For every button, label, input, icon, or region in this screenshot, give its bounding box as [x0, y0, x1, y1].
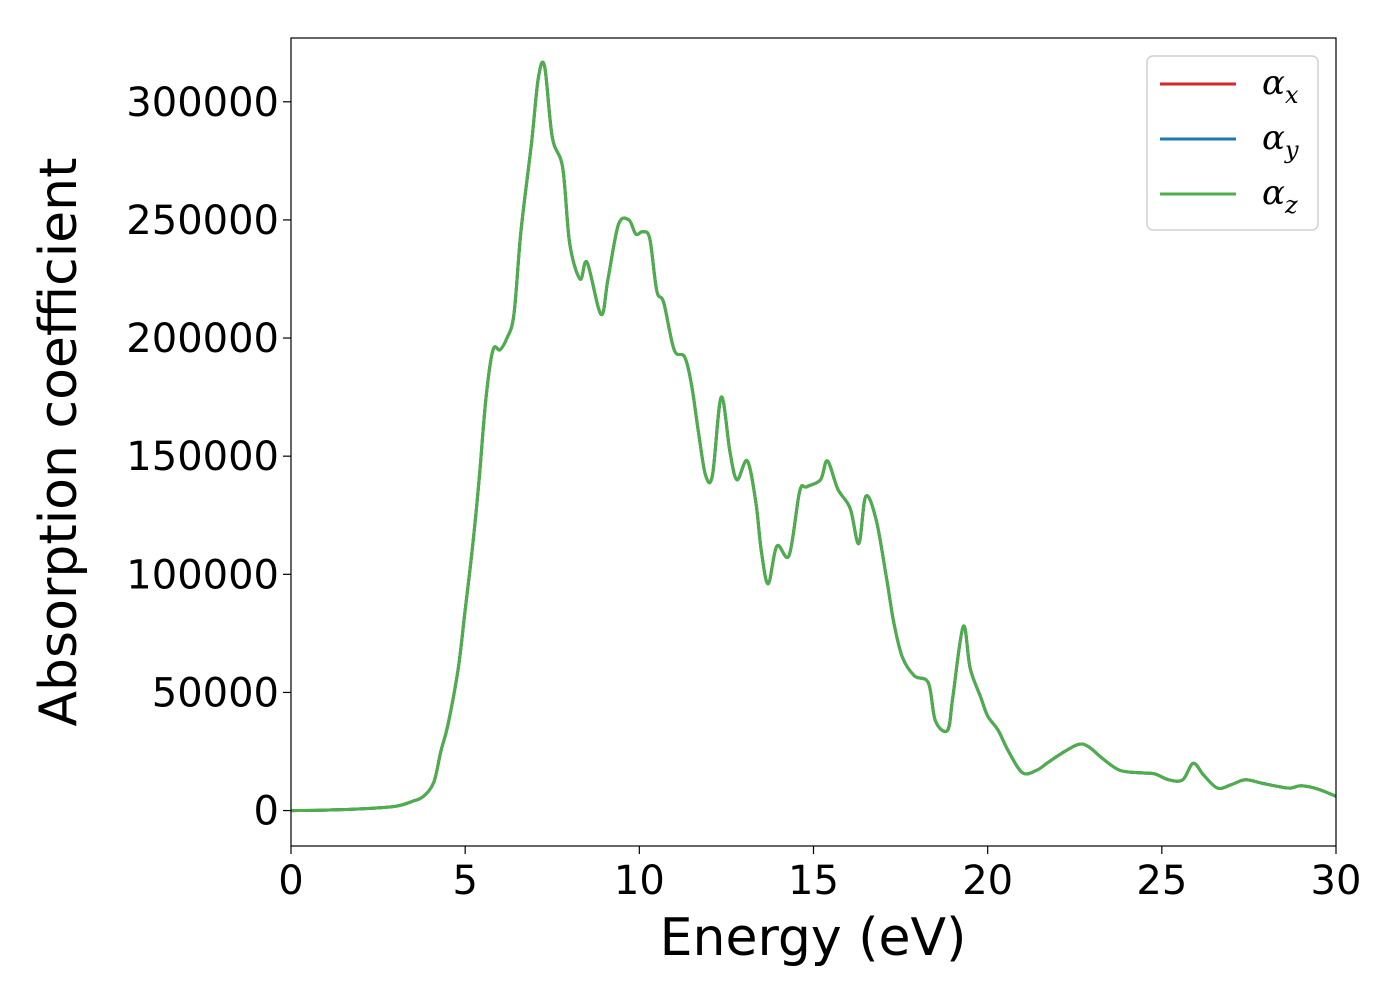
x-tick-label: 30	[1311, 858, 1362, 904]
legend-frame	[1146, 55, 1319, 231]
x-tick-label: 10	[614, 858, 665, 904]
y-axis-title: Absorption coefficient	[29, 157, 89, 726]
series-line-z	[290, 60, 1337, 813]
x-axis-title: Energy (eV)	[660, 908, 967, 968]
y-tick-label: 200000	[126, 316, 279, 362]
x-tick-label: 5	[452, 858, 477, 904]
y-tick-label: 300000	[126, 80, 279, 126]
series-layer	[290, 60, 1337, 813]
x-tick-label: 20	[962, 858, 1013, 904]
x-tick-label: 0	[278, 858, 303, 904]
x-tick-label: 15	[788, 858, 839, 904]
y-tick-label: 0	[254, 789, 279, 835]
y-tick-label: 250000	[126, 198, 279, 244]
y-tick-label: 150000	[126, 434, 279, 480]
y-tick-label: 100000	[126, 552, 279, 598]
y-tick-label: 50000	[152, 670, 279, 716]
y-axis: 0 50000 100000 150000 200000 250000 300000	[126, 80, 291, 835]
x-axis: 0 5 10 15 20 25 30	[278, 846, 1361, 904]
x-tick-label: 25	[1136, 858, 1187, 904]
